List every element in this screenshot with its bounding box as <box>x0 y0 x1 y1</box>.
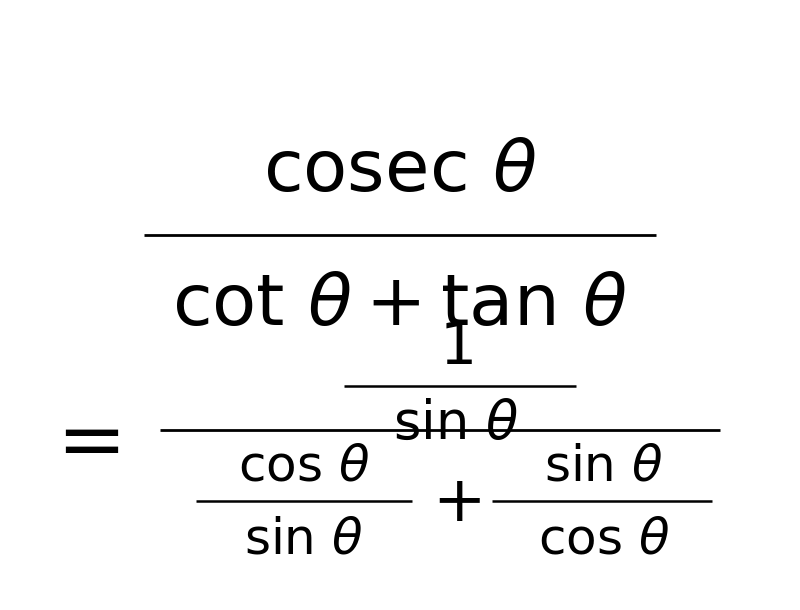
Text: $1$: $1$ <box>439 320 473 376</box>
Text: $\mathrm{sin}\ \theta$: $\mathrm{sin}\ \theta$ <box>244 515 364 565</box>
Text: $\mathrm{cot}\ \theta + \mathrm{tan}\ \theta$: $\mathrm{cot}\ \theta + \mathrm{tan}\ \t… <box>172 270 628 340</box>
Text: $\mathrm{sin}\ \theta$: $\mathrm{sin}\ \theta$ <box>544 442 664 492</box>
Text: $+$: $+$ <box>432 473 480 534</box>
Text: $=$: $=$ <box>40 402 120 483</box>
Text: $\mathrm{cos}\ \theta$: $\mathrm{cos}\ \theta$ <box>538 515 670 565</box>
Text: $\mathrm{sin}\ \theta$: $\mathrm{sin}\ \theta$ <box>393 398 519 450</box>
Text: $\mathrm{cos}\ \theta$: $\mathrm{cos}\ \theta$ <box>238 442 370 492</box>
Text: $\mathrm{cosec}\ \theta$: $\mathrm{cosec}\ \theta$ <box>263 135 537 206</box>
